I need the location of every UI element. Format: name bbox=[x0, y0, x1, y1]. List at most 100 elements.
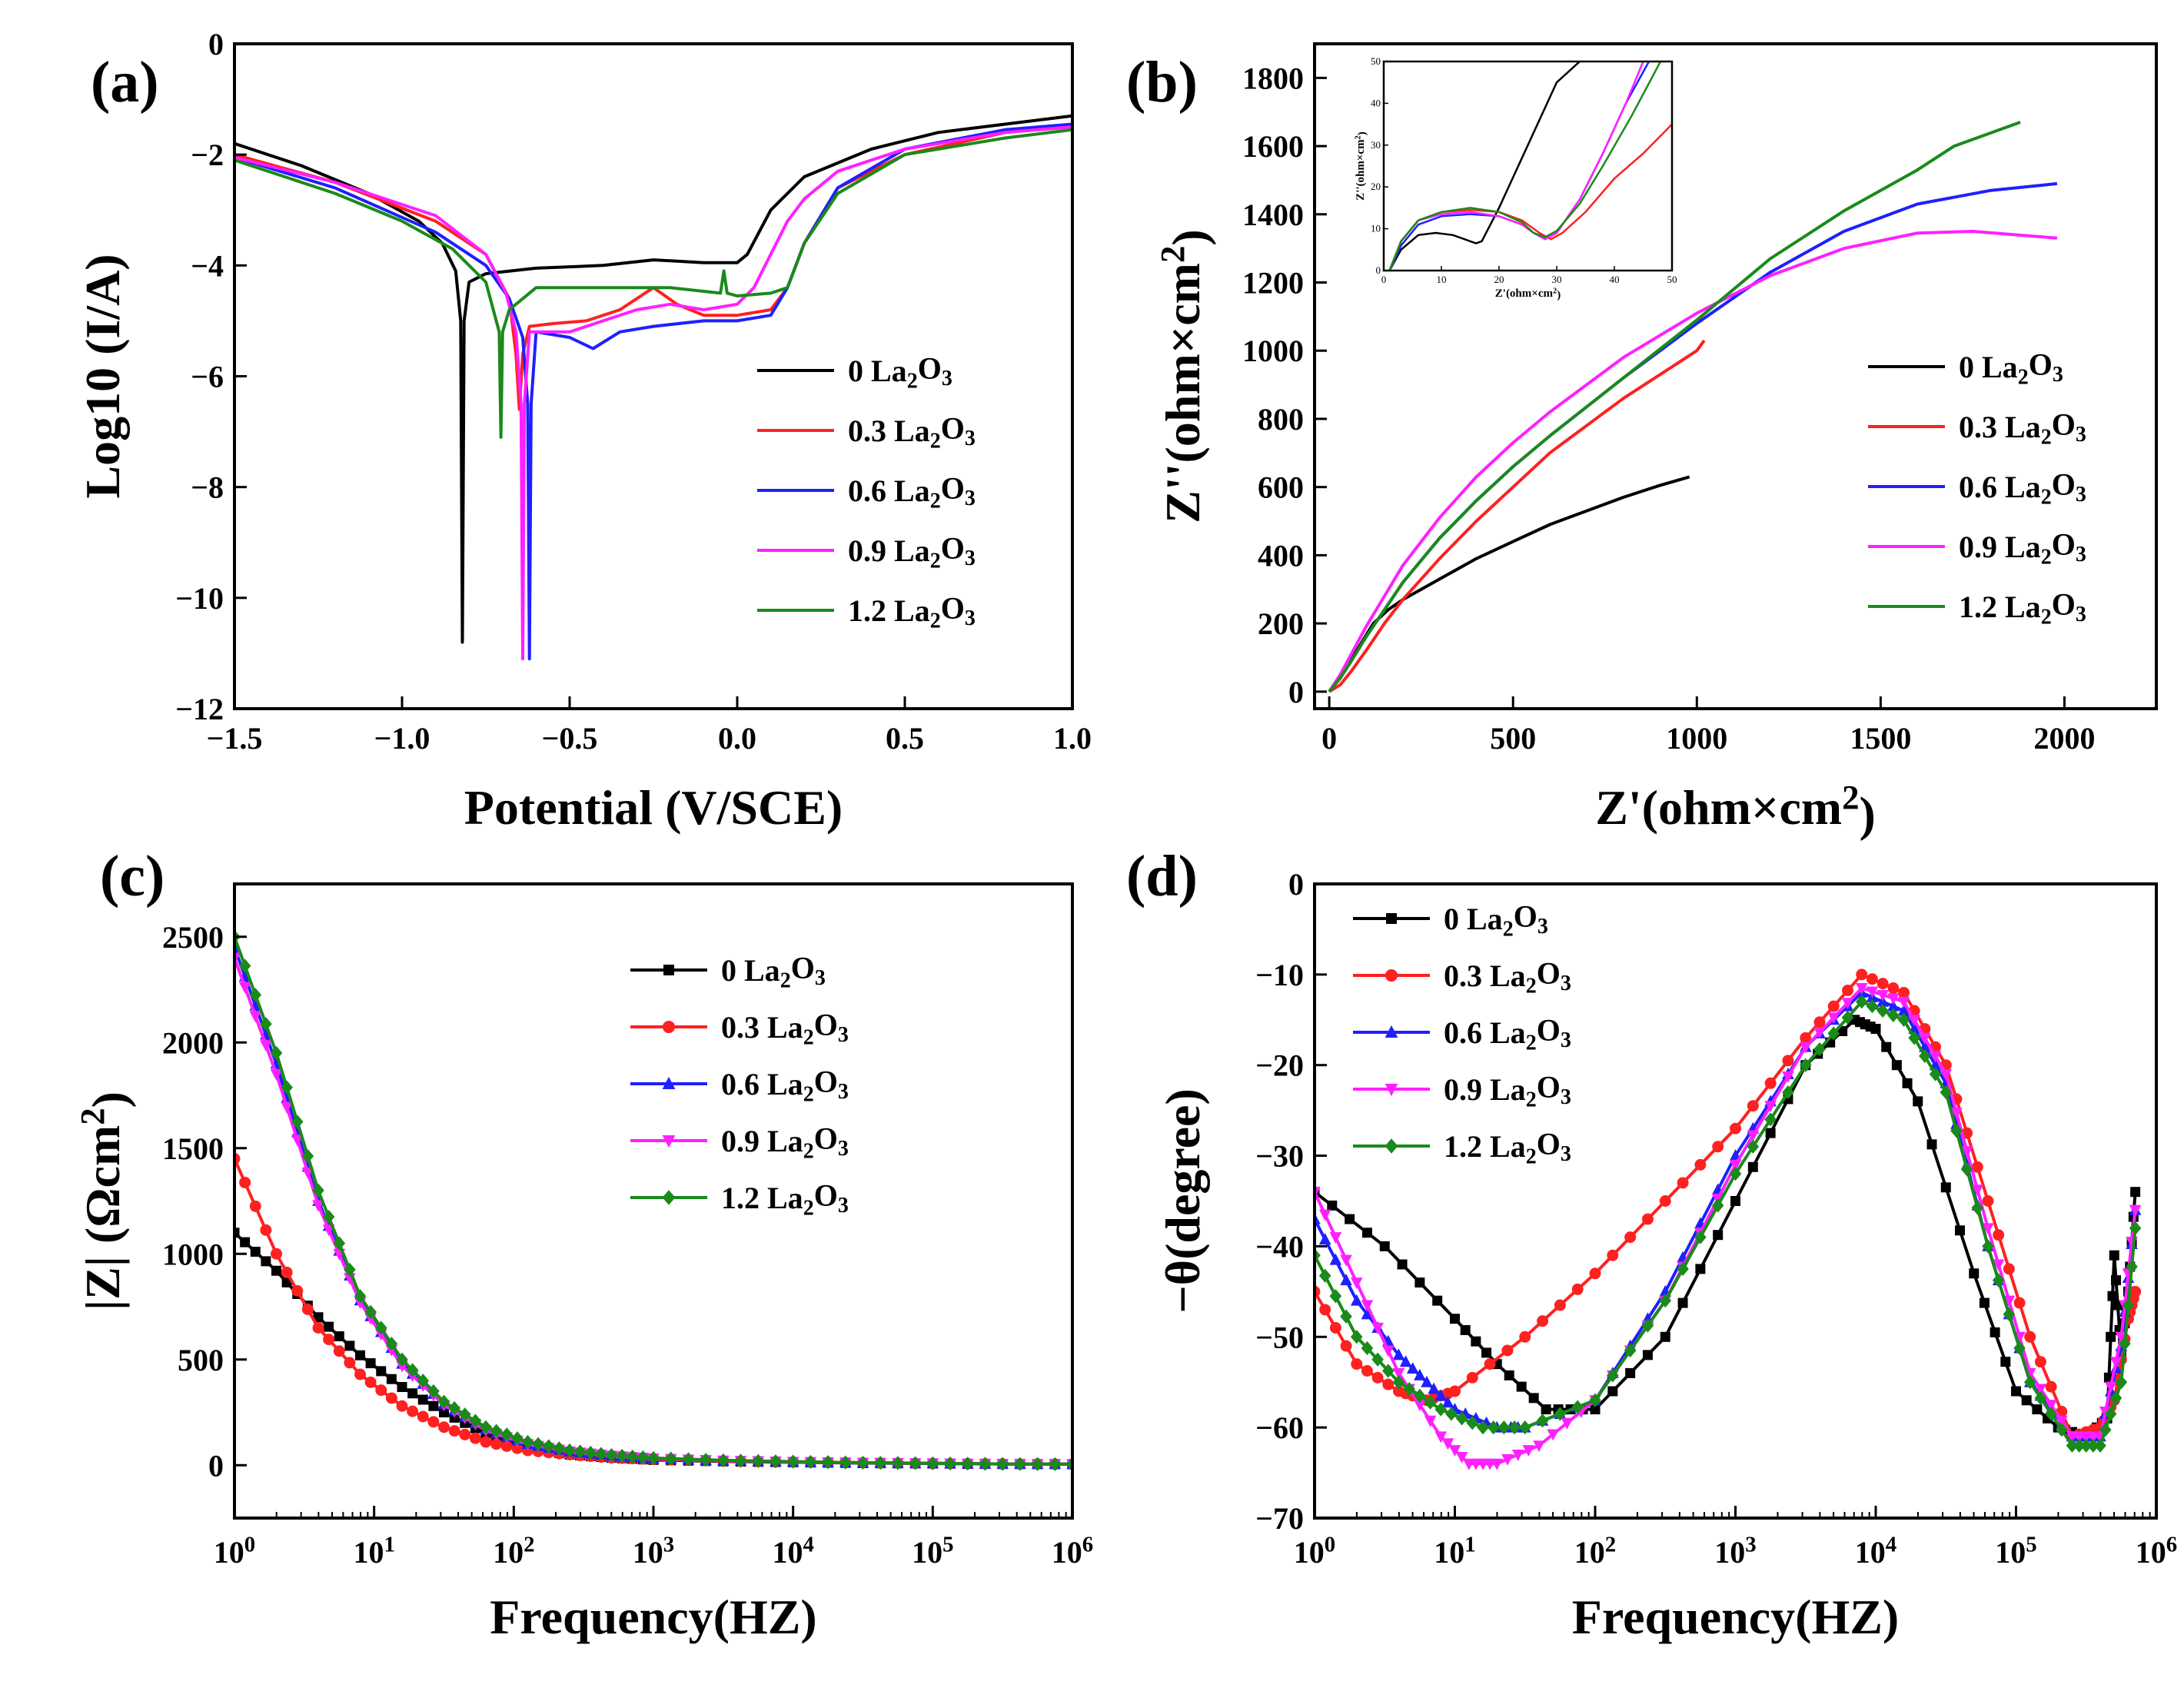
inset-y-tick-label: 40 bbox=[1371, 97, 1381, 108]
data-marker bbox=[2066, 1438, 2079, 1453]
data-marker bbox=[2104, 1381, 2117, 1394]
data-marker bbox=[2034, 1390, 2047, 1405]
data-marker bbox=[1329, 1289, 1342, 1304]
y-tick-label: 1800 bbox=[1242, 61, 1304, 95]
data-marker bbox=[260, 1224, 272, 1236]
data-marker bbox=[375, 1384, 387, 1397]
data-marker bbox=[1361, 1228, 1372, 1238]
data-marker bbox=[458, 1407, 471, 1422]
data-marker bbox=[1424, 1395, 1437, 1410]
x-tick-label: 1000 bbox=[1666, 721, 1727, 756]
data-marker bbox=[1528, 1393, 1539, 1404]
data-marker bbox=[662, 1020, 676, 1034]
data-marker bbox=[2122, 1297, 2135, 1313]
inset-x-tick-label: 10 bbox=[1437, 274, 1447, 285]
data-marker bbox=[2003, 1295, 2016, 1307]
data-marker bbox=[822, 1455, 834, 1470]
data-marker bbox=[1813, 1027, 1826, 1039]
data-marker bbox=[662, 1135, 676, 1148]
data-marker bbox=[1414, 1277, 1425, 1288]
data-marker bbox=[1747, 1161, 1758, 1172]
data-marker bbox=[2032, 1404, 2043, 1415]
data-marker bbox=[1694, 1158, 1707, 1171]
data-marker bbox=[1607, 1386, 1618, 1397]
y-axis-label: |Z| (Ωcm2) bbox=[73, 1091, 137, 1311]
data-marker bbox=[595, 1447, 607, 1461]
data-marker bbox=[1950, 1124, 1963, 1138]
x-axis-label: Z'(ohm×cm2) bbox=[1595, 778, 1876, 842]
data-marker bbox=[700, 1453, 712, 1467]
data-marker bbox=[490, 1424, 503, 1438]
data-marker bbox=[1866, 999, 1879, 1014]
data-marker bbox=[1660, 1331, 1670, 1342]
data-marker bbox=[1432, 1295, 1443, 1306]
data-marker bbox=[1695, 1264, 1706, 1274]
data-marker bbox=[1960, 1162, 1973, 1177]
series-line bbox=[1328, 475, 1690, 693]
data-marker bbox=[1460, 1324, 1471, 1335]
data-marker bbox=[301, 1303, 314, 1315]
y-axis-label: Log10 (I/A) bbox=[75, 254, 130, 498]
data-marker bbox=[1536, 1414, 1549, 1428]
data-marker bbox=[1729, 1167, 1742, 1181]
data-marker bbox=[1929, 1067, 1942, 1081]
legend-label: 0.9 La2O3 bbox=[1959, 527, 2086, 569]
x-tick-label: 100 bbox=[214, 1533, 255, 1570]
data-marker bbox=[839, 1455, 852, 1470]
inset-y-tick-label: 50 bbox=[1371, 55, 1381, 67]
data-marker bbox=[407, 1388, 418, 1399]
inset-y-tick-label: 30 bbox=[1371, 139, 1381, 151]
x-tick-label: 1.0 bbox=[1053, 721, 1092, 756]
data-marker bbox=[1926, 1139, 1937, 1150]
data-marker bbox=[448, 1400, 460, 1416]
data-marker bbox=[573, 1444, 587, 1459]
data-marker bbox=[1713, 1230, 1724, 1241]
data-marker bbox=[1329, 1253, 1342, 1265]
panel-b-label: (b) bbox=[1126, 50, 1198, 115]
data-marker bbox=[1508, 1420, 1521, 1435]
data-marker bbox=[1677, 1177, 1689, 1189]
data-marker bbox=[344, 1341, 355, 1351]
data-marker bbox=[1450, 1314, 1460, 1324]
data-marker bbox=[1764, 1077, 1777, 1089]
data-marker bbox=[1385, 1138, 1398, 1154]
data-marker bbox=[1399, 1355, 1412, 1367]
inset-x-tick-label: 30 bbox=[1552, 274, 1562, 285]
data-marker bbox=[804, 1454, 817, 1470]
series-group bbox=[1315, 968, 2142, 1470]
data-marker bbox=[249, 1200, 261, 1212]
data-marker bbox=[1993, 1229, 2005, 1241]
y-tick-label: 1000 bbox=[1242, 334, 1304, 368]
data-marker bbox=[1887, 999, 1900, 1012]
data-marker bbox=[312, 1183, 324, 1198]
y-tick-label: 1400 bbox=[1242, 198, 1304, 232]
data-marker bbox=[1571, 1400, 1584, 1414]
data-marker bbox=[1881, 1042, 1892, 1052]
data-marker bbox=[1866, 986, 1879, 998]
legend-label: 0.3 La2O3 bbox=[1444, 955, 1571, 998]
data-marker bbox=[1361, 1300, 1374, 1312]
data-marker bbox=[1340, 1309, 1352, 1324]
data-marker bbox=[1887, 993, 1900, 1005]
x-tick-label: 1500 bbox=[1850, 721, 1911, 756]
data-marker bbox=[417, 1410, 429, 1423]
data-marker bbox=[1940, 1182, 1951, 1193]
y-tick-label: 2500 bbox=[162, 920, 224, 955]
data-marker bbox=[856, 1455, 869, 1470]
data-marker bbox=[1403, 1381, 1415, 1397]
data-marker bbox=[1397, 1259, 1408, 1270]
data-marker bbox=[1870, 1024, 1881, 1035]
data-marker bbox=[281, 1101, 293, 1114]
data-marker bbox=[1982, 1223, 1994, 1235]
data-marker bbox=[1799, 1058, 1812, 1072]
data-marker bbox=[281, 1080, 293, 1095]
data-marker bbox=[1448, 1445, 1461, 1457]
legend-label: 1.2 La2O3 bbox=[1959, 586, 2086, 629]
data-marker bbox=[1877, 989, 1889, 1002]
legend-label: 1.2 La2O3 bbox=[1444, 1126, 1571, 1168]
data-marker bbox=[417, 1374, 430, 1388]
series-group bbox=[234, 929, 1072, 1471]
data-marker bbox=[2056, 1415, 2068, 1427]
data-marker bbox=[1897, 1012, 1910, 1027]
data-marker bbox=[752, 1453, 765, 1468]
